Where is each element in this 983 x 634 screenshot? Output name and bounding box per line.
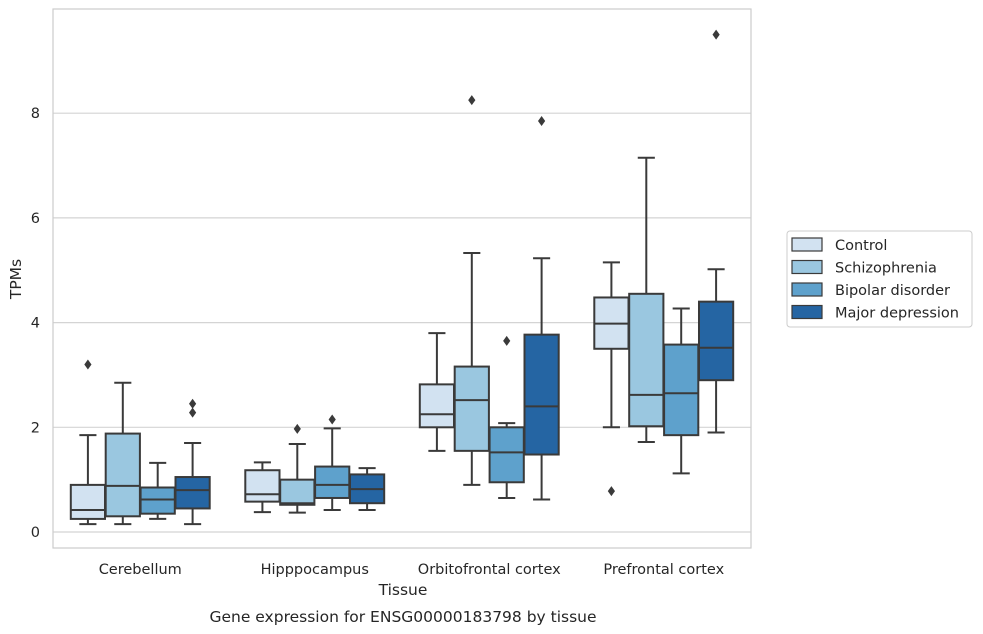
legend-swatch bbox=[791, 282, 823, 297]
box-body bbox=[279, 478, 316, 506]
plot-frame bbox=[52, 8, 752, 549]
box-body bbox=[697, 300, 735, 382]
plot-background bbox=[53, 9, 751, 548]
box-body bbox=[418, 383, 456, 429]
x-tick-label: Orbitofrontal cortex bbox=[418, 562, 561, 578]
outlier-point bbox=[293, 423, 301, 434]
x-tick-labels: Cerebellum Hipppocampus Orbitofrontal cort… bbox=[99, 562, 725, 578]
x-axis-label: Tissue bbox=[378, 581, 428, 599]
outlier-point bbox=[189, 398, 197, 409]
box-body bbox=[314, 465, 351, 499]
box-body bbox=[523, 333, 560, 456]
y-tick-label: 6 bbox=[31, 211, 40, 227]
box-control-hipppocampus bbox=[244, 461, 281, 514]
box-body bbox=[69, 483, 107, 520]
box-schizophrenia-prefrontal-cortex bbox=[628, 156, 665, 443]
legend: Control Schizophrenia Bipolar disorder Majo… bbox=[786, 230, 973, 328]
outlier-point bbox=[607, 486, 615, 497]
legend-label: Schizophrenia bbox=[835, 261, 937, 277]
outlier-point bbox=[712, 29, 720, 40]
y-tick-label: 4 bbox=[31, 316, 40, 332]
outlier-point bbox=[503, 335, 511, 346]
box-body bbox=[139, 486, 176, 515]
box-bipolar-disorder-prefrontal-cortex bbox=[663, 307, 700, 475]
x-tick-label: Prefrontal cortex bbox=[603, 562, 724, 578]
box-body bbox=[488, 426, 525, 484]
legend-label: Bipolar disorder bbox=[835, 283, 950, 299]
outlier-point bbox=[328, 414, 336, 425]
outlier-point bbox=[84, 359, 92, 370]
legend-swatch bbox=[791, 237, 823, 252]
x-tick-label: Hipppocampus bbox=[261, 562, 369, 578]
outlier-point bbox=[189, 407, 197, 418]
box-body bbox=[174, 476, 211, 510]
y-tick-label: 8 bbox=[31, 106, 40, 122]
x-tick-label: Cerebellum bbox=[99, 562, 182, 578]
y-axis-label: TPMs bbox=[7, 259, 25, 300]
chart-caption: Gene expression for ENSG00000183798 by t… bbox=[209, 608, 596, 626]
box-body bbox=[628, 292, 665, 428]
outlier-point bbox=[468, 95, 476, 106]
legend-label: Major depression bbox=[835, 306, 959, 322]
box-control-prefrontal-cortex bbox=[593, 261, 630, 497]
box-major-depression-orbitofrontal-cortex bbox=[523, 116, 560, 501]
box-schizophrenia-cerebellum bbox=[104, 381, 141, 526]
box-bipolar-disorder-orbitofrontal-cortex bbox=[488, 335, 525, 499]
box-schizophrenia-orbitofrontal-cortex bbox=[453, 95, 490, 486]
box-body bbox=[453, 365, 490, 452]
box-major-depression-cerebellum bbox=[174, 398, 211, 526]
box-major-depression-prefrontal-cortex bbox=[697, 29, 735, 434]
box-groups bbox=[69, 29, 735, 526]
legend-label: Control bbox=[835, 238, 887, 254]
box-control-orbitofrontal-cortex bbox=[418, 332, 456, 452]
box-body bbox=[663, 343, 700, 437]
y-tick-label: 0 bbox=[31, 525, 40, 541]
legend-frame bbox=[786, 230, 973, 328]
legend-swatch bbox=[791, 304, 823, 320]
box-body bbox=[244, 469, 281, 503]
outlier-point bbox=[538, 116, 546, 127]
legend-swatch bbox=[791, 259, 823, 275]
y-tick-labels: 0 2 4 6 8 bbox=[31, 106, 40, 541]
box-major-depression-hipppocampus bbox=[348, 467, 386, 512]
y-tick-label: 2 bbox=[31, 420, 40, 436]
box-body bbox=[104, 432, 141, 518]
box-control-cerebellum bbox=[69, 359, 107, 526]
